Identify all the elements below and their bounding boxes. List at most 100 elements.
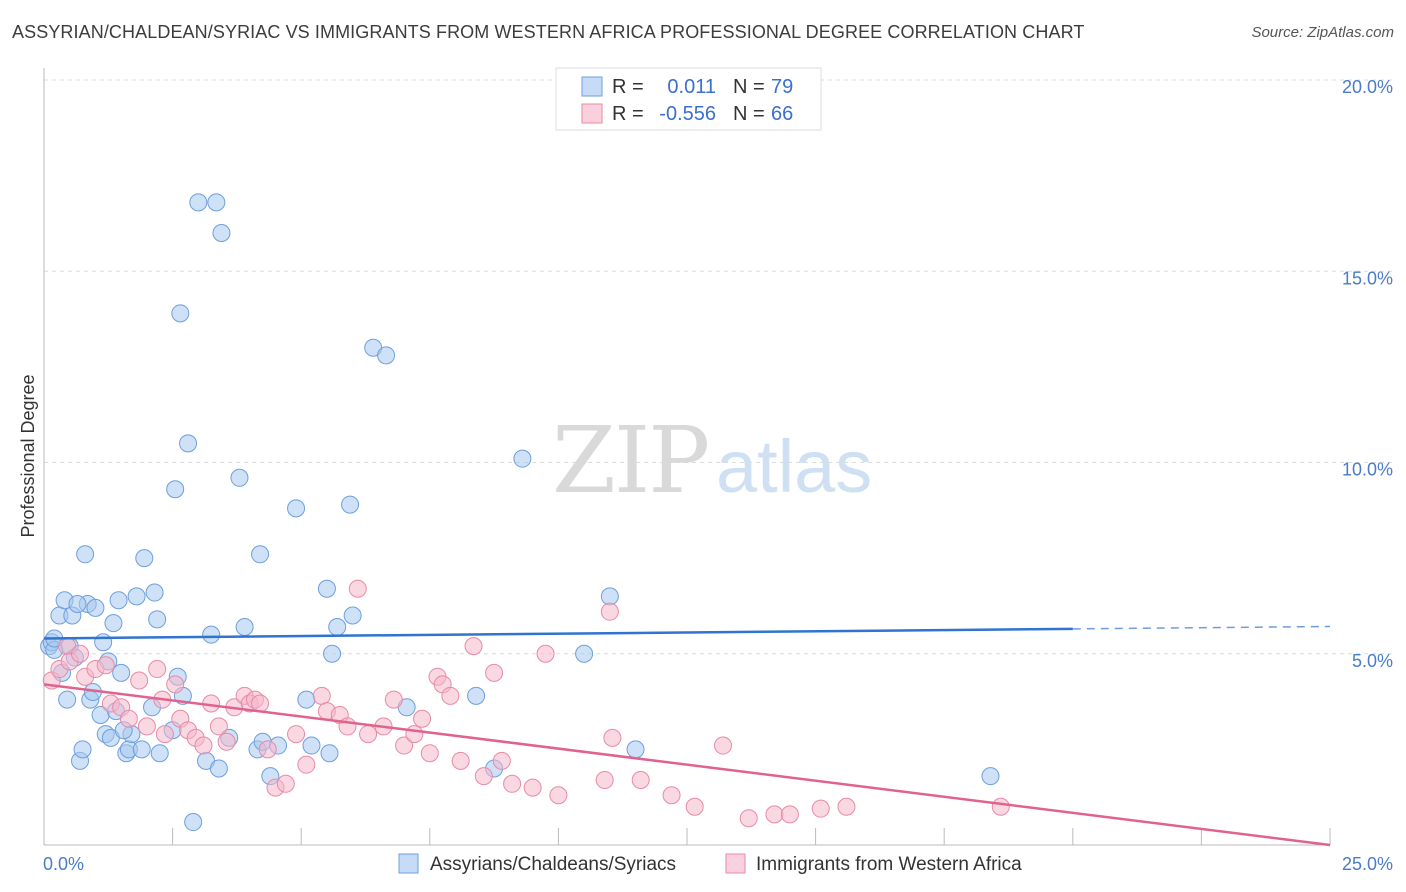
point-series-2-68 — [837, 797, 856, 816]
legend-r-value-2: -0.556 — [659, 103, 716, 125]
point-series-2-70 — [595, 770, 614, 789]
point-series-2-61 — [662, 786, 681, 805]
legend-n-label-2: N = — [733, 103, 765, 125]
point-series-1-74 — [626, 740, 645, 759]
y-tick-labels: 5.0% 10.0% 15.0% 20.0% — [1342, 77, 1393, 671]
point-series-2-15 — [155, 725, 174, 744]
point-series-2-54 — [503, 774, 522, 793]
point-series-1-53 — [251, 545, 270, 564]
point-series-2-62 — [685, 797, 704, 816]
point-series-2-52 — [485, 663, 504, 682]
point-series-1-60 — [317, 579, 336, 598]
point-series-2-56 — [536, 644, 555, 663]
point-series-1-67 — [377, 346, 396, 365]
point-series-2-66 — [780, 805, 799, 824]
point-series-2-55 — [523, 778, 542, 797]
point-series-2-29 — [258, 740, 277, 759]
point-series-1-25 — [112, 663, 131, 682]
bottom-legend-swatch-1 — [398, 853, 419, 874]
point-series-1-63 — [328, 617, 347, 636]
point-series-1-51 — [235, 617, 254, 636]
trendline-series-2 — [43, 683, 1331, 847]
point-series-1-39 — [171, 304, 190, 323]
y-tick-label-1: 10.0% — [1342, 460, 1393, 480]
point-series-2-42 — [395, 736, 414, 755]
point-series-1-43 — [189, 193, 208, 212]
trend-lines — [43, 625, 1331, 847]
legend-box: R = 0.011 N = 79 R = -0.556 N = 66 — [555, 67, 822, 131]
y-tick-label-0: 5.0% — [1352, 651, 1393, 671]
point-series-1-73 — [600, 587, 619, 606]
point-series-2-34 — [312, 686, 331, 705]
point-series-2-22 — [209, 717, 228, 736]
bottom-legend-label-1: Assyrians/Chaldeans/Syriacs — [430, 854, 676, 875]
legend-n-value-1: 79 — [771, 76, 793, 98]
point-series-2-11 — [130, 671, 149, 690]
legend-swatch-series-1 — [581, 76, 603, 97]
point-series-2-67 — [811, 799, 830, 818]
y-tick-label-2: 15.0% — [1342, 268, 1393, 288]
legend-r-label-2: R = — [612, 103, 644, 125]
point-series-1-33 — [145, 583, 164, 602]
point-series-2-48 — [441, 686, 460, 705]
chart-title: ASSYRIAN/CHALDEAN/SYRIAC VS IMMIGRANTS F… — [12, 22, 1085, 42]
point-series-1-69 — [467, 686, 486, 705]
point-series-2-57 — [549, 786, 568, 805]
point-series-2-53 — [492, 751, 511, 770]
point-series-1-58 — [297, 690, 316, 709]
gridlines — [44, 79, 1393, 655]
watermark-atlas: atlas — [716, 425, 872, 508]
point-series-2-20 — [194, 736, 213, 755]
point-series-2-65 — [765, 805, 784, 824]
point-series-1-59 — [302, 736, 321, 755]
point-series-1-42 — [184, 813, 203, 832]
legend-n-label-1: N = — [733, 76, 765, 98]
point-series-2-49 — [451, 751, 470, 770]
bottom-legend-swatch-2 — [725, 853, 746, 874]
point-series-1-22 — [104, 614, 123, 633]
point-series-1-47 — [209, 759, 228, 778]
point-series-2-51 — [474, 767, 493, 786]
point-series-2-45 — [420, 744, 439, 763]
point-series-1-12 — [76, 545, 95, 564]
point-series-2-7 — [96, 656, 115, 675]
point-series-2-50 — [464, 637, 483, 656]
point-series-1-46 — [207, 193, 226, 212]
point-series-2-38 — [348, 579, 367, 598]
point-series-1-61 — [320, 744, 339, 763]
point-series-2-63 — [714, 736, 733, 755]
point-series-2-33 — [297, 755, 316, 774]
point-series-2-41 — [384, 690, 403, 709]
point-series-1-71 — [513, 449, 532, 468]
y-axis-label: Professional Degree — [18, 374, 38, 537]
point-series-1-41 — [179, 434, 198, 453]
point-series-1-75 — [981, 767, 1000, 786]
point-series-1-72 — [575, 644, 594, 663]
point-series-2-16 — [166, 675, 185, 694]
axes — [43, 68, 1331, 846]
point-series-2-44 — [413, 709, 432, 728]
trendline-series-1 — [43, 627, 1073, 640]
point-series-2-23 — [217, 732, 236, 751]
point-series-1-6 — [58, 690, 77, 709]
point-series-1-29 — [127, 587, 146, 606]
point-series-1-45 — [202, 625, 221, 644]
point-series-2-59 — [603, 728, 622, 747]
point-series-1-50 — [230, 468, 249, 487]
point-series-1-16 — [86, 598, 105, 617]
watermark-zip: ZIP — [552, 407, 708, 514]
point-series-1-18 — [94, 633, 113, 652]
point-series-1-34 — [148, 610, 167, 629]
trendline-series-1-extension — [1072, 625, 1331, 630]
legend-r-label-1: R = — [612, 76, 644, 98]
point-series-1-35 — [150, 744, 169, 763]
point-series-1-37 — [166, 480, 185, 499]
point-series-2-58 — [600, 602, 619, 621]
point-series-2-60 — [631, 770, 650, 789]
y-tick-label-3: 20.0% — [1342, 77, 1393, 97]
point-series-2-12 — [137, 717, 156, 736]
series-western-africa-points — [42, 579, 1010, 828]
point-series-2-69 — [991, 797, 1010, 816]
x-tick-label-max: 25.0% — [1342, 854, 1393, 874]
